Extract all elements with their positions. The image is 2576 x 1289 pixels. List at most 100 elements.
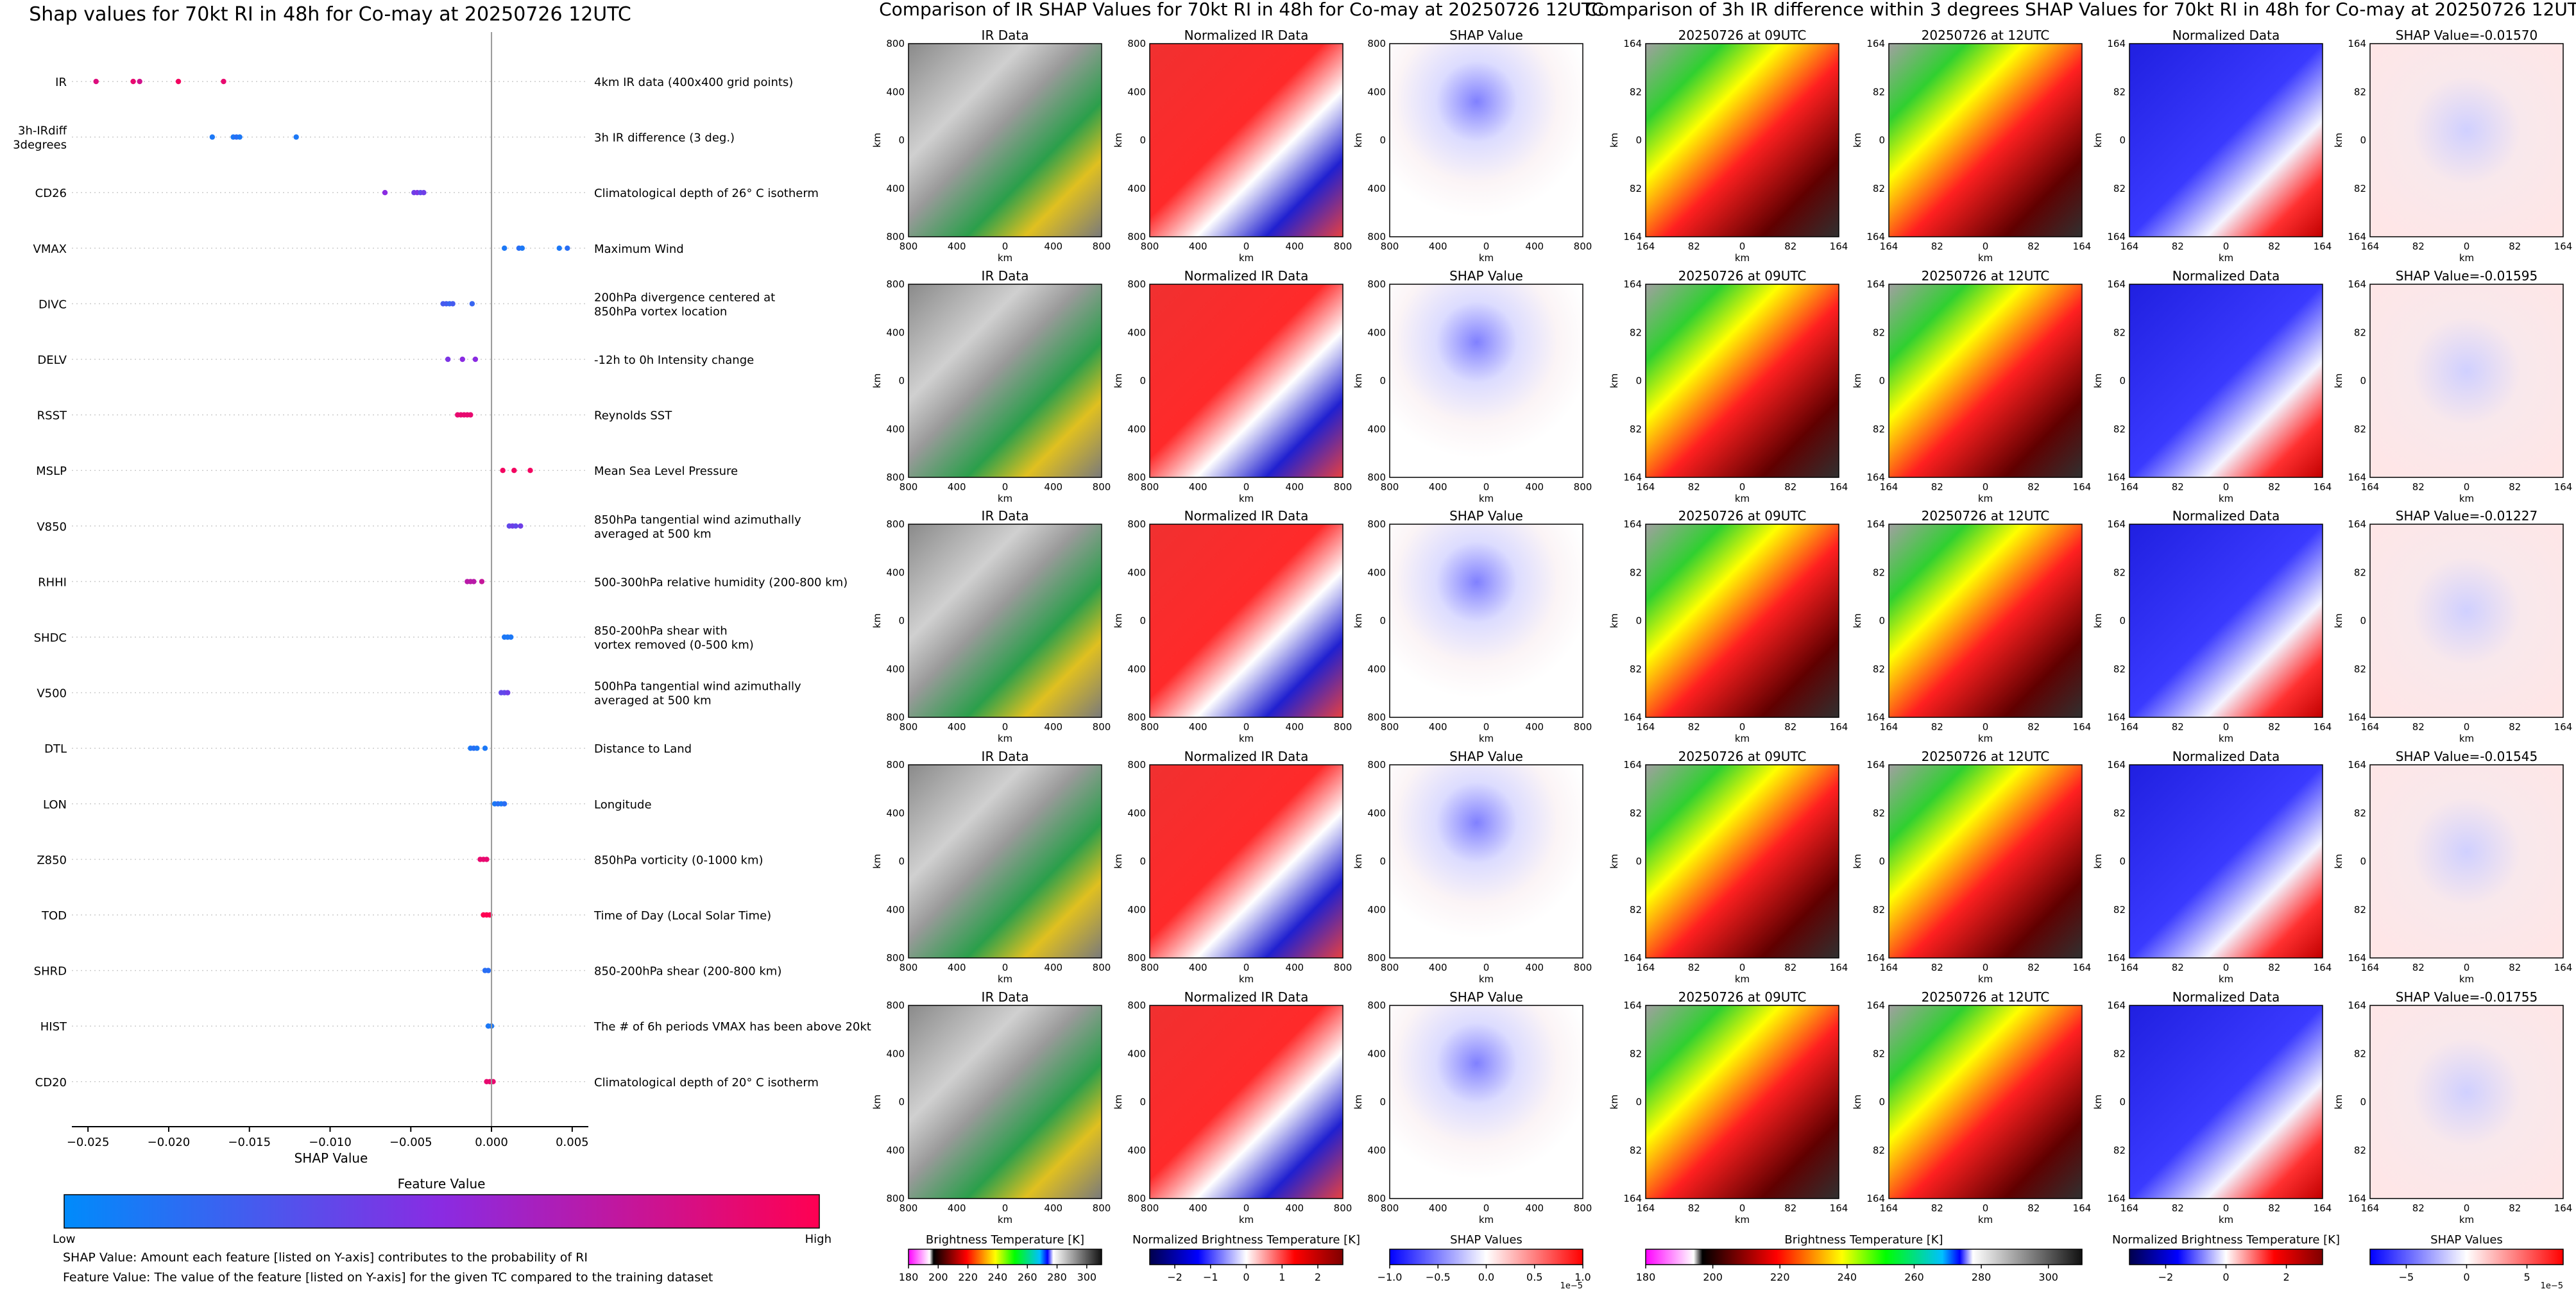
panel-y-tick-label: 82 [2354,807,2366,819]
shap-dot [485,968,491,973]
heatmap-panel [2369,43,2564,237]
panel-x-tick-label: 800 [1381,962,1399,973]
panel-y-tick-label: 400 [1367,1048,1386,1059]
panel-x-tick-label: 82 [2172,241,2184,252]
panel-x-tick-label: 164 [2073,962,2092,973]
panel-x-tick-label: 164 [2554,481,2573,493]
shap-dot [237,134,243,140]
feature-name-label: V850 [37,520,67,534]
panel-x-tick-label: 400 [948,962,966,973]
panel-y-tick-label: 400 [886,1145,905,1156]
panel-y-tick-label: 400 [1367,807,1386,819]
panel-y-tick-label: 800 [1127,231,1146,243]
shap-dot [505,690,511,696]
panel-title: Normalized IR Data [1184,28,1309,43]
panel-x-tick-label: 0 [1983,1202,1989,1214]
panel-x-tick-label: 800 [1574,481,1592,493]
colorbar-tick-label: 0 [2222,1271,2229,1283]
panel-y-tick-label: 400 [1127,807,1146,819]
panel-x-tick-label: 82 [2412,481,2425,493]
panel-x-tick-label: 800 [1334,721,1352,733]
panel-x-tick-label: 800 [1093,1202,1111,1214]
panel-y-tick-label: 800 [886,231,905,243]
feature-description-label: vortex removed (0-500 km) [594,638,754,652]
panel-y-tick-label: 400 [886,567,905,578]
colorbar-tick-label: 280 [1972,1271,1992,1283]
shap-dot [474,746,480,751]
panel-x-tick-label: 400 [1429,241,1447,252]
colorbar-tick-label: 200 [1703,1271,1723,1283]
colorbar-tick-label: −2 [1167,1271,1182,1283]
panel-y-tick-label: 0 [1379,375,1386,387]
panel-y-axis-label: km [1113,1095,1124,1109]
panel-title: SHAP Value [1449,989,1523,1005]
panel-y-tick-label: 800 [886,759,905,771]
panel-x-axis-label: km [2459,493,2474,504]
panel-y-tick-label: 164 [1623,952,1642,964]
panel-x-tick-label: 400 [948,481,966,493]
panel-y-axis-label: km [1113,373,1124,388]
panel-y-tick-label: 82 [2354,1145,2366,1156]
panel-x-tick-label: 164 [2361,241,2380,252]
panel-x-tick-label: 164 [2361,1202,2380,1214]
colorbar-tick-label: −0.5 [1426,1271,1451,1283]
panel-y-axis-label: km [2092,854,2104,869]
panel-x-tick-label: 164 [2314,241,2332,252]
panel-x-axis-label: km [1239,493,1254,504]
colorbar-tick-label: 240 [988,1271,1008,1283]
panel-x-tick-label: 82 [2412,721,2425,733]
panel-x-tick-label: 0 [1483,962,1490,973]
panel-y-tick-label: 800 [886,518,905,530]
shap-dot [421,190,427,196]
x-tick-label: −0.010 [309,1136,352,1149]
panel-x-tick-label: 800 [900,721,918,733]
panel-x-axis-label: km [1978,733,1993,744]
feature-name-label: 3h-IRdiff [18,124,67,138]
heatmap-panel [2369,1005,2564,1199]
panel-x-tick-label: 400 [1044,721,1062,733]
panel-x-tick-label: 164 [1637,481,1655,493]
shap-dot [484,857,490,862]
shap-dot [471,579,477,585]
panel-y-tick-label: 0 [2119,856,2126,867]
panel-x-tick-label: 800 [1093,721,1111,733]
panel-y-tick-label: 164 [2107,231,2126,243]
panel-y-tick-label: 800 [1367,712,1386,723]
panel-y-axis-label: km [2092,133,2104,148]
panel-y-tick-label: 82 [1630,1145,1642,1156]
panel-x-tick-label: 82 [1784,721,1796,733]
x-tick-label: −0.025 [67,1136,110,1149]
panel-x-tick-label: 164 [1880,481,1898,493]
panel-y-tick-label: 800 [886,952,905,964]
panel-y-axis-label: km [1352,1095,1364,1109]
colorbar [1149,1249,1343,1265]
panel-x-tick-label: 400 [1429,962,1447,973]
x-tick-label: −0.005 [389,1136,432,1149]
panel-x-tick-label: 0 [1739,481,1746,493]
panel-y-tick-label: 0 [1379,856,1386,867]
panel-y-tick-label: 800 [1127,952,1146,964]
heatmap-panel [2369,764,2564,959]
panel-x-axis-label: km [1735,252,1750,264]
panel-x-tick-label: 0 [1243,962,1250,973]
panel-x-tick-label: 0 [2223,721,2230,733]
panel-y-tick-label: 82 [1873,327,1885,338]
panel-x-tick-label: 82 [2509,481,2521,493]
panel-y-tick-label: 82 [1873,1145,1885,1156]
panel-title: 20250726 at 09UTC [1678,508,1807,524]
panel-x-tick-label: 164 [2073,481,2092,493]
panel-y-tick-label: 164 [1623,472,1642,483]
panel-y-tick-label: 82 [1630,423,1642,435]
panel-x-tick-label: 82 [2412,241,2425,252]
panel-y-tick-label: 164 [1866,1193,1885,1204]
shap-dot [565,245,570,251]
panel-y-tick-label: 164 [1623,712,1642,723]
heatmap-panel [2129,1005,2323,1199]
colorbar-tick-label: 0.5 [1526,1271,1542,1283]
panel-x-tick-label: 400 [1429,721,1447,733]
heatmap-panel [2369,524,2564,718]
panel-y-tick-label: 0 [2360,375,2366,387]
colorbar-tick-label: 300 [2038,1271,2058,1283]
panel-y-tick-label: 164 [1623,759,1642,771]
panel-x-tick-label: 82 [1784,241,1796,252]
